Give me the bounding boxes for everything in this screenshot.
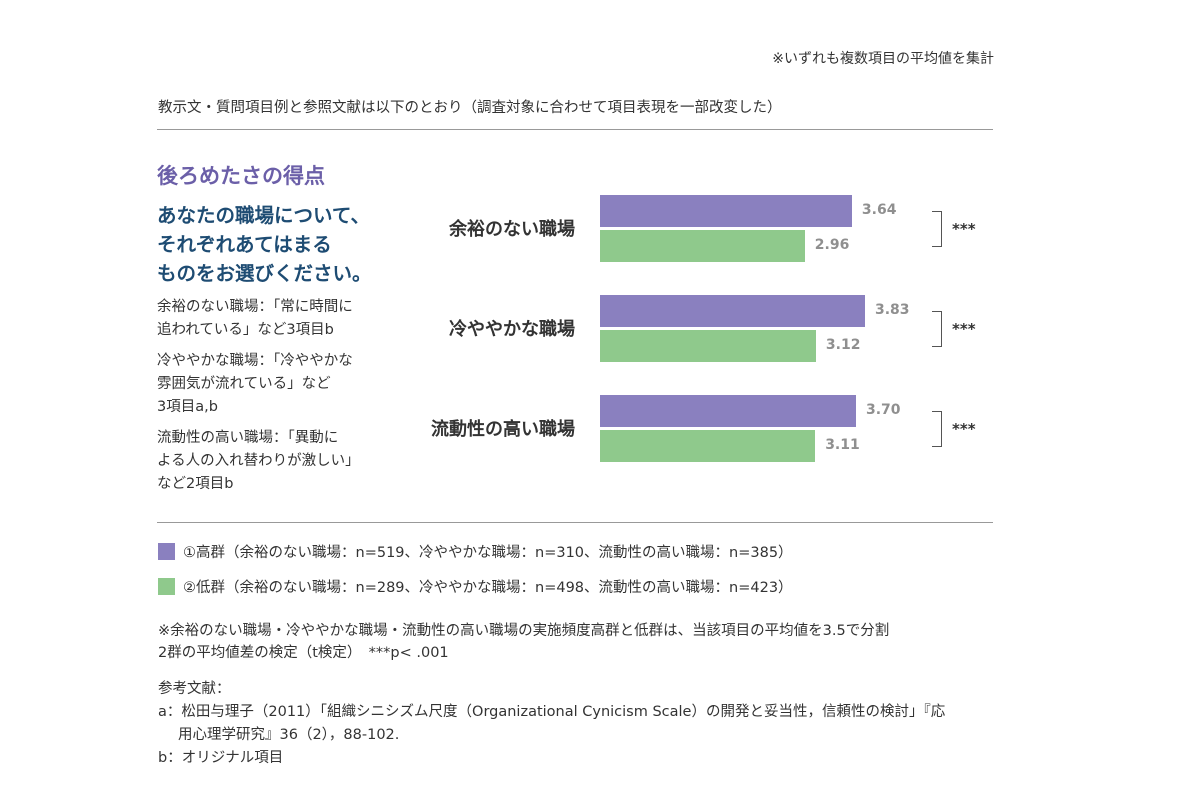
reference-b: b：オリジナル項目 (158, 750, 284, 766)
value-label-fluid-high: 3.70 (866, 402, 901, 418)
intro-text: 教示文・質問項目例と参照文献は以下のとおり（調査対象に合わせて項目表現を一部改変… (158, 100, 782, 116)
item-description-overload: 余裕のない職場：「常に時間に 追われている」など3項目b (157, 296, 417, 342)
method-note: ※余裕のない職場・冷ややかな職場・流動性の高い職場の実施頻度高群と低群は、当該項… (158, 620, 889, 664)
item-description-line: など2項目b (157, 476, 234, 492)
legend-item-low: ②低群（余裕のない職場：n=289、冷ややかな職場：n=498、流動性の高い職場… (158, 576, 793, 597)
reference-a: a：松田与理子（2011）「組織シニシズム尺度（Organizational C… (158, 704, 946, 720)
item-description-cold: 冷ややかな職場：「冷ややかな 雰囲気が流れている」など 3項目a,b (157, 350, 417, 419)
value-label-overload-low: 2.96 (814, 237, 850, 253)
bar-fluid-low (600, 430, 816, 462)
significance-label-overload: *** (952, 220, 976, 238)
item-description-line: 流動性の高い職場：「異動に (157, 430, 339, 446)
bar-cold-high (600, 295, 865, 327)
value-label-cold-high: 3.83 (875, 302, 910, 318)
value-label-fluid-low: 3.11 (825, 437, 860, 453)
item-description-line: 余裕のない職場：「常に時間に (157, 299, 353, 315)
legend-divider (157, 522, 993, 523)
item-description-fluid: 流動性の高い職場：「異動に よる人の入れ替わりが激しい」 など2項目b (157, 427, 417, 496)
legend-swatch-high (158, 543, 175, 560)
score-title: 後ろめたさの得点 (157, 164, 325, 188)
category-label-overload: 余裕のない職場 (449, 219, 575, 240)
value-label-cold-low: 3.12 (825, 337, 861, 353)
significance-label-fluid: *** (952, 420, 976, 438)
question-text: あなたの職場について、 それぞれあてはまる ものをお選びください。 (157, 201, 437, 288)
item-description-line: 雰囲気が流れている」など (157, 376, 331, 392)
legend-label-high: ①高群（余裕のない職場：n=519、冷ややかな職場：n=310、流動性の高い職場… (183, 545, 793, 561)
top-divider (157, 129, 993, 130)
category-label-fluid: 流動性の高い職場 (431, 419, 575, 440)
item-description-line: 冷ややかな職場：「冷ややかな (157, 353, 353, 369)
question-line: それぞれあてはまる (157, 233, 332, 256)
value-label-overload-high: 3.64 (861, 202, 897, 218)
item-description-line: 3項目a,b (157, 399, 218, 415)
question-line: ものをお選びください。 (157, 262, 372, 285)
references: 参考文献： a：松田与理子（2011）「組織シニシズム尺度（Organizati… (158, 678, 945, 770)
legend-swatch-low (158, 578, 175, 595)
method-note-line: ※余裕のない職場・冷ややかな職場・流動性の高い職場の実施頻度高群と低群は、当該項… (158, 623, 890, 639)
item-description-line: 追われている」など3項目b (157, 322, 334, 338)
significance-label-cold: *** (952, 320, 976, 338)
item-description-line: よる人の入れ替わりが激しい」 (157, 453, 360, 469)
question-line: あなたの職場について、 (157, 204, 370, 227)
significance-bracket-fluid (932, 411, 942, 447)
legend-label-low: ②低群（余裕のない職場：n=289、冷ややかな職場：n=498、流動性の高い職場… (183, 580, 793, 596)
bar-fluid-high (600, 395, 856, 427)
significance-bracket-cold (932, 311, 942, 347)
bar-overload-high (600, 195, 852, 227)
reference-a-continued: 用心理学研究』36（2），88-102. (178, 727, 400, 743)
references-heading: 参考文献： (158, 681, 231, 697)
significance-bracket-overload (932, 211, 942, 247)
aggregation-note: ※いずれも複数項目の平均値を集計 (772, 51, 994, 67)
bar-cold-low (600, 330, 816, 362)
legend-item-high: ①高群（余裕のない職場：n=519、冷ややかな職場：n=310、流動性の高い職場… (158, 541, 793, 562)
bar-overload-low (600, 230, 805, 262)
category-label-cold: 冷ややかな職場 (449, 319, 575, 340)
method-note-line: 2群の平均値差の検定（t検定） ***p< .001 (158, 645, 449, 661)
